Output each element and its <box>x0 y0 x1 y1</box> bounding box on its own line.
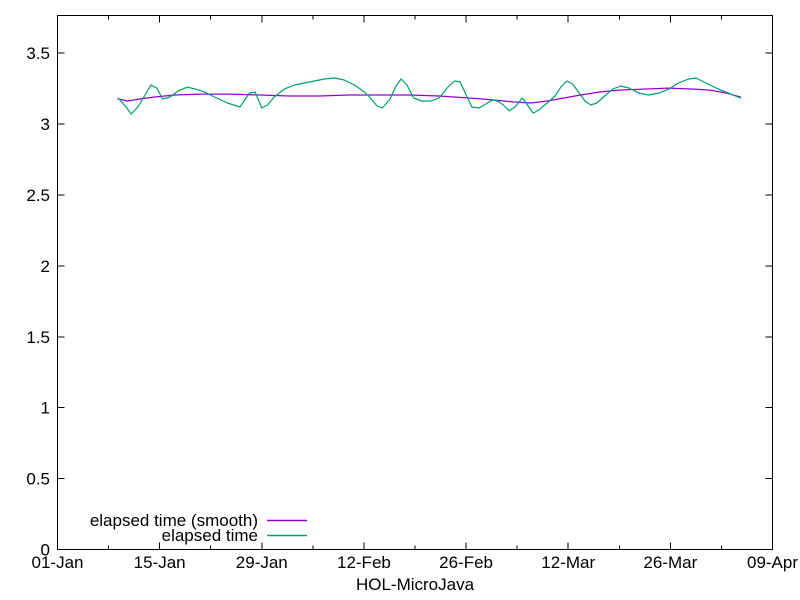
x-tick-label: 26-Mar <box>643 553 697 572</box>
x-tick-label: 29-Jan <box>236 553 288 572</box>
x-tick-labels: 01-Jan 15-Jan 29-Jan 12-Feb 26-Feb 12-Mar 26-M… <box>32 553 799 572</box>
x-tick-label: 12-Mar <box>541 553 595 572</box>
x-tick-label: 01-Jan <box>32 553 84 572</box>
legend: elapsed time (smooth) elapsed time <box>90 511 307 545</box>
y-tick-label: 1 <box>41 399 50 418</box>
series-line-raw <box>117 77 741 115</box>
legend-label-raw: elapsed time <box>162 526 258 545</box>
y-tick-label: 1.5 <box>26 328 50 347</box>
x-tick-label: 26-Feb <box>439 553 493 572</box>
y-tick-label: 0.5 <box>26 470 50 489</box>
series-group <box>117 77 741 115</box>
x-ticks <box>57 15 773 550</box>
y-ticks <box>57 52 773 550</box>
x-tick-label: 15-Jan <box>134 553 186 572</box>
x-tick-label: 12-Feb <box>337 553 391 572</box>
y-tick-label: 3.5 <box>26 44 50 63</box>
y-tick-label: 2 <box>41 257 50 276</box>
legend-label-smooth: elapsed time (smooth) <box>90 511 258 530</box>
x-tick-label: 09-Apr <box>747 553 798 572</box>
x-axis-title: HOL-MicroJava <box>356 575 475 594</box>
y-tick-labels: 0 0.5 1 1.5 2 2.5 3 3.5 <box>26 44 50 559</box>
series-line-smooth <box>117 87 741 104</box>
y-tick-label: 3 <box>41 115 50 134</box>
y-tick-label: 0 <box>41 541 50 560</box>
y-tick-label: 2.5 <box>26 186 50 205</box>
